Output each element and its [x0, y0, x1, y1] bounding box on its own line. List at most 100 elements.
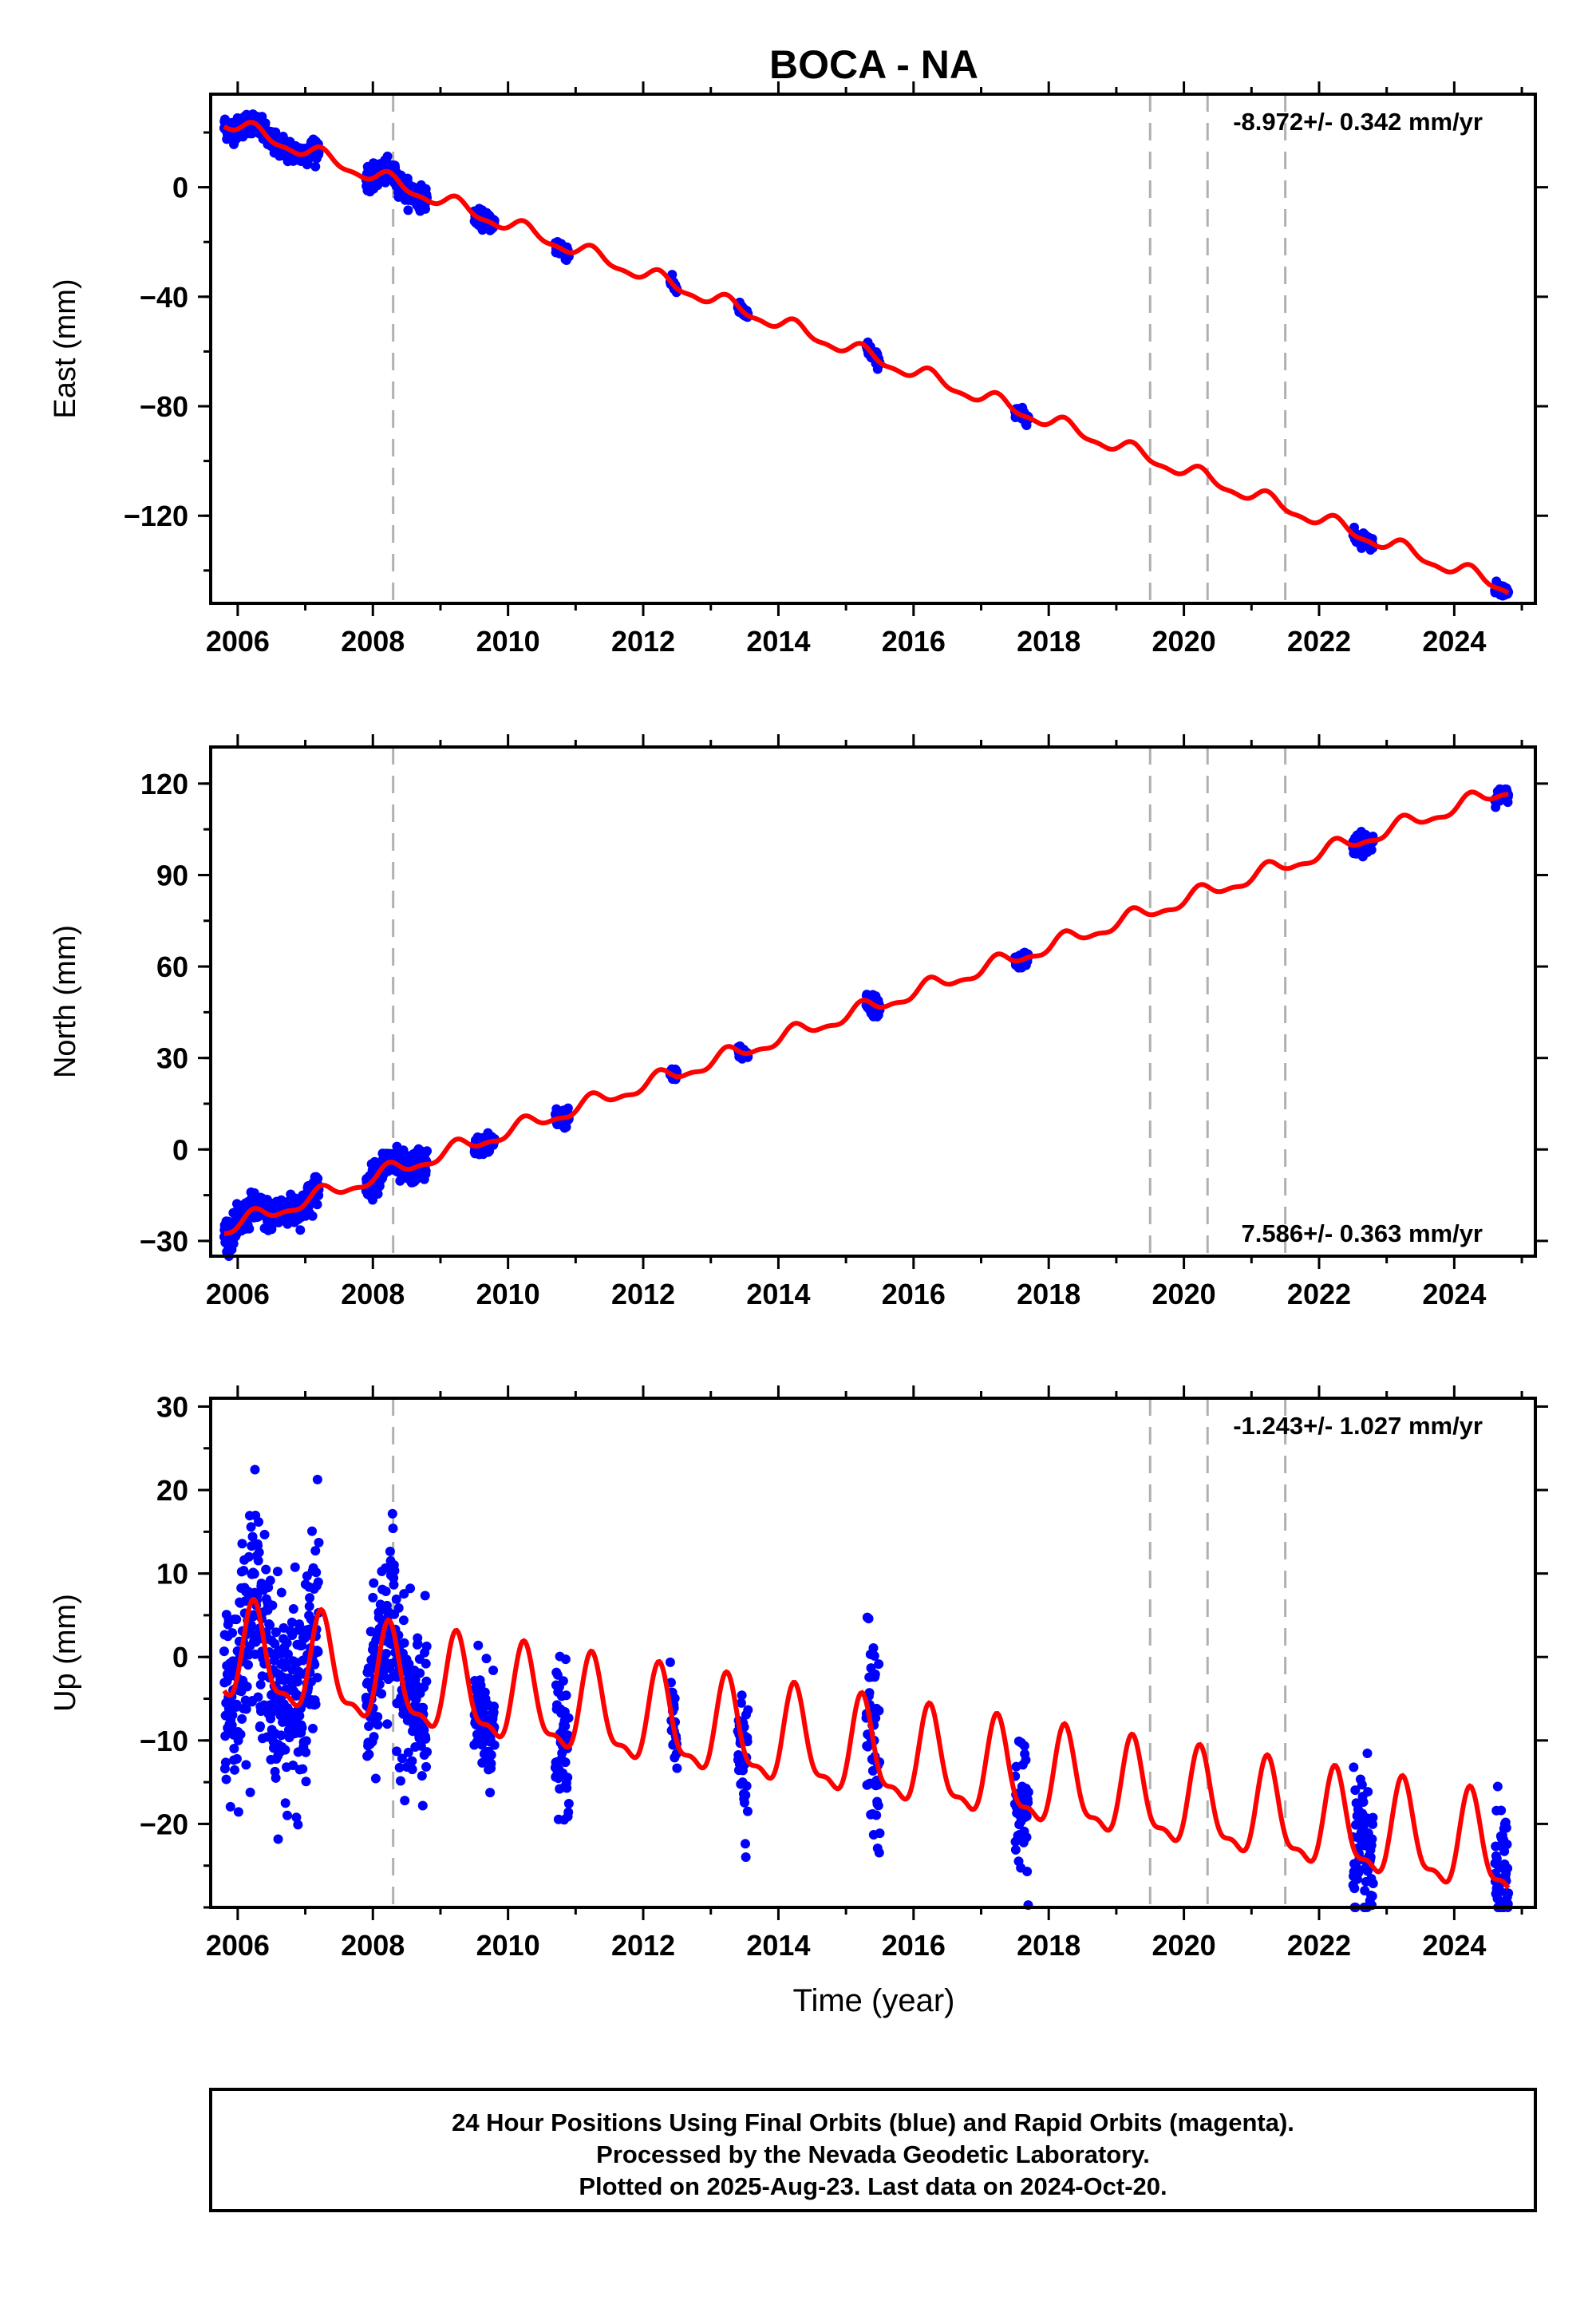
data-point	[255, 1679, 266, 1690]
data-point	[242, 1682, 252, 1692]
data-point	[237, 1539, 247, 1549]
data-point	[741, 1852, 751, 1862]
data-point	[476, 1680, 486, 1690]
data-point	[294, 1710, 305, 1721]
data-point	[243, 1660, 253, 1670]
data-point	[229, 1743, 239, 1753]
data-point	[368, 1592, 378, 1603]
data-point	[280, 1798, 290, 1808]
data-point	[237, 1713, 247, 1724]
x-tick-label: 2022	[1287, 1278, 1351, 1310]
data-point	[276, 1587, 286, 1598]
data-point	[1353, 1867, 1364, 1878]
data-point	[221, 1774, 231, 1784]
data-point	[291, 1812, 302, 1823]
data-point	[273, 1834, 283, 1844]
x-tick-label: 2008	[341, 1929, 405, 1962]
data-point	[1491, 1853, 1502, 1863]
data-point	[235, 1729, 246, 1740]
data-point	[407, 1765, 417, 1775]
data-point	[1022, 1867, 1033, 1877]
data-point	[742, 1737, 753, 1747]
up-rate-label: -1.243+/- 1.027 mm/yr	[1233, 1412, 1483, 1440]
data-point	[1019, 1741, 1029, 1751]
data-point	[563, 1773, 573, 1783]
data-point	[297, 1640, 307, 1650]
x-tick-label: 2014	[746, 1929, 810, 1962]
data-point	[741, 1790, 751, 1800]
data-point	[305, 1593, 315, 1603]
data-point	[377, 1689, 387, 1699]
data-point	[391, 1594, 401, 1604]
data-point	[227, 1628, 238, 1638]
data-point	[288, 1604, 298, 1614]
y-tick-label: −10	[140, 1725, 188, 1757]
x-tick-label: 2024	[1422, 625, 1486, 658]
data-point	[873, 1800, 883, 1811]
data-point	[388, 1524, 398, 1534]
data-point	[473, 1640, 484, 1650]
data-point	[1363, 1787, 1373, 1797]
data-point	[562, 1783, 572, 1793]
data-point	[381, 1649, 391, 1659]
data-point	[740, 1839, 750, 1849]
x-tick-label: 2016	[882, 625, 946, 658]
data-point	[312, 1673, 322, 1683]
data-point	[737, 1690, 747, 1701]
footer-line-1: 24 Hour Positions Using Final Orbits (bl…	[452, 2109, 1294, 2136]
x-tick-label: 2020	[1152, 1929, 1216, 1962]
data-point	[310, 1659, 320, 1670]
y-tick-label: −20	[140, 1808, 188, 1840]
x-tick-label: 2012	[611, 625, 675, 658]
x-tick-label: 2016	[882, 1929, 946, 1962]
data-point	[248, 1610, 259, 1620]
footer-frame	[209, 2088, 1537, 2212]
y-tick-label: −40	[140, 281, 188, 314]
data-point	[394, 1762, 405, 1773]
data-point	[485, 1788, 496, 1798]
x-tick-label: 2014	[746, 1278, 810, 1310]
data-point	[869, 1650, 879, 1661]
data-point	[1496, 1805, 1507, 1816]
data-point	[297, 1722, 307, 1733]
data-point	[241, 1704, 251, 1714]
data-point	[739, 1797, 749, 1808]
y-tick-label: 120	[140, 768, 188, 800]
data-point	[665, 1657, 675, 1667]
data-point	[742, 1806, 753, 1816]
data-point	[253, 1555, 263, 1566]
data-point	[301, 1736, 311, 1746]
x-tick-label: 2006	[206, 625, 270, 658]
data-point	[399, 1638, 409, 1648]
data-point	[310, 1699, 321, 1709]
data-point	[369, 1732, 379, 1742]
north-break-lines	[392, 747, 1287, 1256]
data-point	[403, 1747, 413, 1757]
data-point	[310, 1546, 321, 1556]
data-point	[364, 1721, 374, 1732]
data-point	[271, 1627, 281, 1638]
data-point	[282, 1649, 293, 1659]
data-point	[1023, 1787, 1033, 1797]
data-point	[1366, 844, 1377, 855]
x-tick-label: 2018	[1017, 625, 1080, 658]
data-point	[563, 1807, 574, 1817]
x-tick-label: 2012	[611, 1278, 675, 1310]
footer-line-3: Plotted on 2025-Aug-23. Last data on 202…	[579, 2172, 1167, 2200]
data-point	[870, 1669, 880, 1679]
data-point	[265, 1620, 275, 1630]
data-point	[476, 1740, 487, 1750]
y-tick-label: 60	[156, 951, 188, 983]
data-point	[370, 1773, 381, 1784]
east-plot-frame	[209, 93, 1537, 605]
x-tick-label: 2020	[1152, 625, 1216, 658]
data-point	[670, 1694, 680, 1704]
data-point	[1502, 1839, 1512, 1849]
data-point	[1362, 1748, 1373, 1758]
y-tick-label: 30	[156, 1042, 188, 1075]
data-point	[313, 1577, 323, 1587]
data-point	[1357, 1780, 1367, 1790]
data-point	[421, 1166, 431, 1176]
data-point	[1021, 1755, 1031, 1765]
